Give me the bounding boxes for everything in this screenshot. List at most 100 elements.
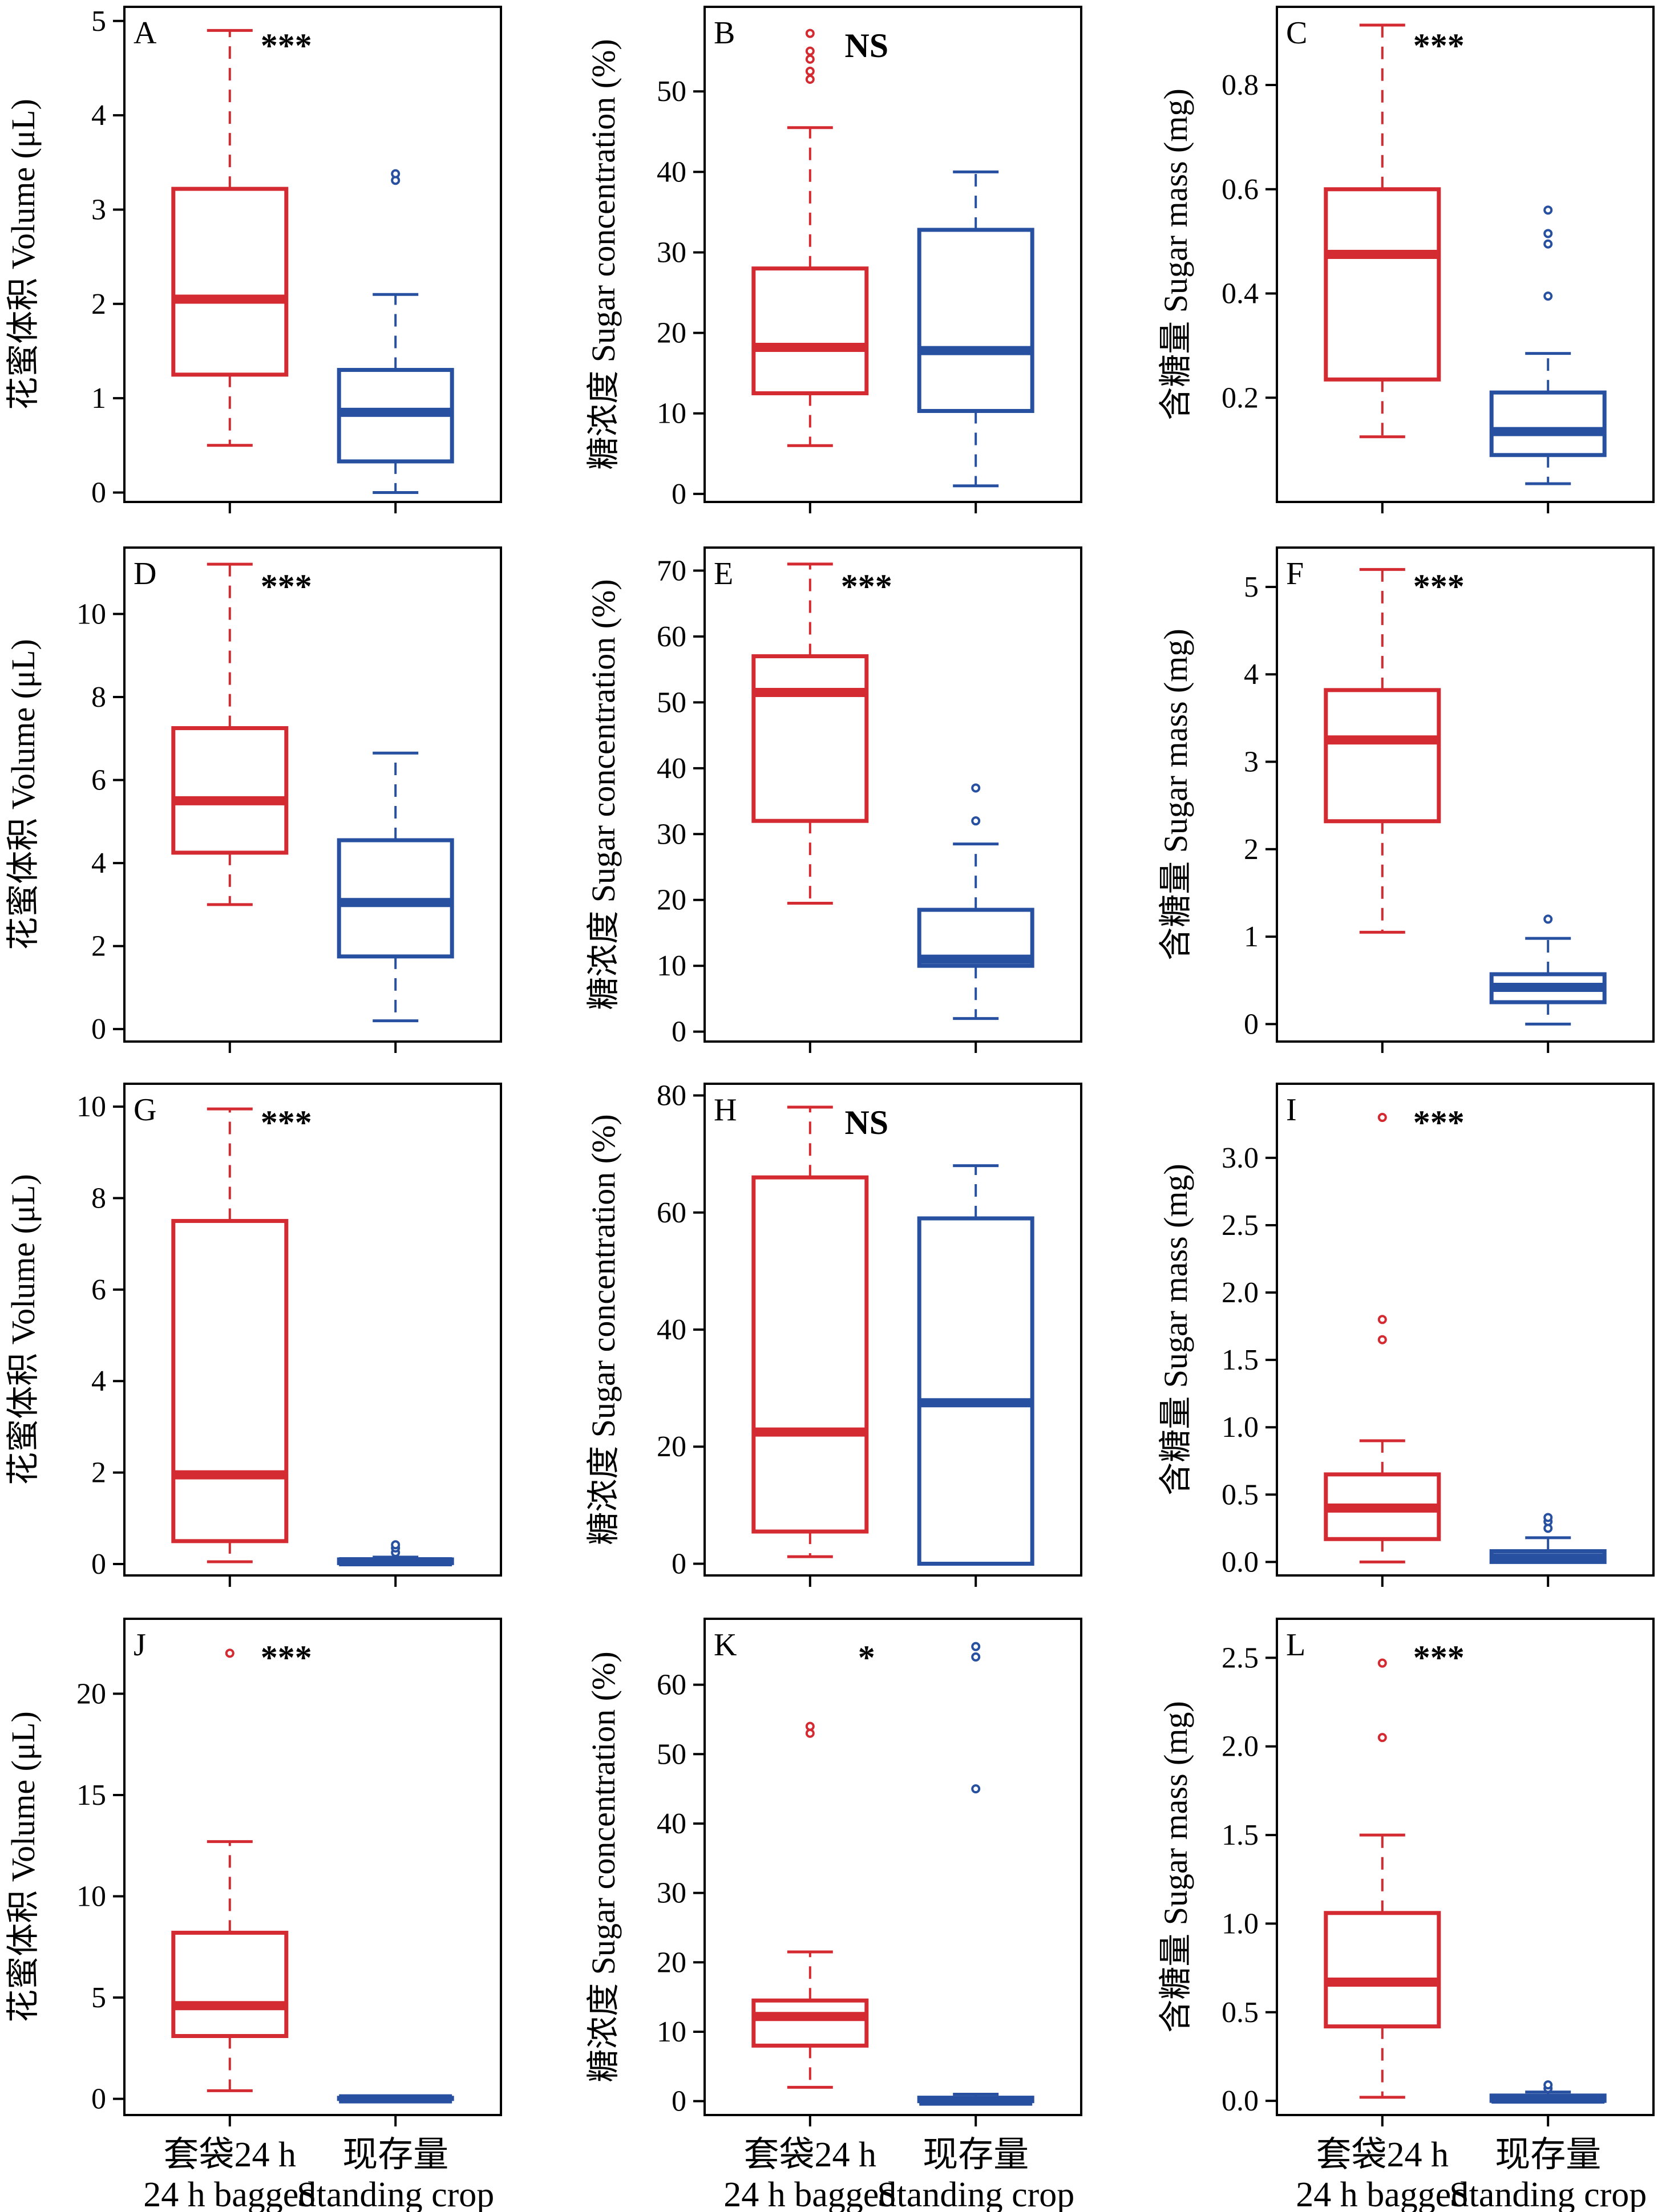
y-tick-label: 3 xyxy=(91,193,106,226)
panel-i: 0.0 0.5 1.0 1.5 2.0 2.5 3.0 含糖量 Sugar mass (mg)… xyxy=(1157,1083,1655,1587)
outlier-point xyxy=(971,1784,981,1794)
panel-h: 0 20 40 60 80 糖浓度 Sugar concentration (%) H NS xyxy=(585,1080,1082,1587)
y-axis-label: 花蜜体积 Volume (μL) xyxy=(5,99,42,410)
y-tick-label: 5 xyxy=(91,1982,106,2014)
panel-letter: E xyxy=(714,556,733,592)
y-tick-label: 1.5 xyxy=(1222,1344,1259,1376)
panel-f: 0 1 2 3 4 5 含糖量 Sugar mass (mg) F *** xyxy=(1157,546,1655,1053)
y-tick-label: 0.2 xyxy=(1222,382,1259,414)
y-tick-label: 40 xyxy=(657,752,686,785)
x-category-label: 套袋24 h xyxy=(744,2136,877,2174)
y-axis-label: 糖浓度 Sugar concentration (%) xyxy=(585,39,622,469)
plot-frame xyxy=(703,546,1082,1043)
y-tick-label: 40 xyxy=(657,156,686,188)
plot-frame xyxy=(123,1618,502,2116)
y-tick-label: 0.0 xyxy=(1222,1546,1259,1578)
iqr-box xyxy=(917,228,1034,414)
outlier-point xyxy=(1543,914,1553,924)
x-category-label: 套袋24 h xyxy=(164,2136,297,2174)
y-tick-label: 1 xyxy=(1244,921,1259,953)
plot-frame xyxy=(703,6,1082,503)
panel-letter: K xyxy=(714,1627,737,1663)
significance-label: *** xyxy=(1413,568,1465,605)
significance-label: *** xyxy=(1413,1104,1465,1141)
iqr-box xyxy=(1489,390,1607,457)
plot-frame xyxy=(1276,1083,1655,1577)
plot-frame xyxy=(123,546,502,1043)
y-tick-label: 0 xyxy=(91,1548,106,1581)
y-tick-label: 40 xyxy=(657,1314,686,1346)
y-axis-label: 含糖量 Sugar mass (mg) xyxy=(1157,1164,1194,1496)
y-tick-label: 8 xyxy=(91,1182,106,1214)
box-bagged xyxy=(751,1105,869,1558)
y-tick-label: 50 xyxy=(657,75,686,108)
significance-label: *** xyxy=(841,568,892,605)
outlier-point xyxy=(1543,205,1553,215)
y-tick-label: 6 xyxy=(91,764,106,797)
y-tick-label: 2.0 xyxy=(1222,1731,1259,1763)
box-standing xyxy=(917,170,1034,488)
y-tick-label: 60 xyxy=(657,1669,686,1701)
iqr-box xyxy=(171,1930,289,2039)
significance-label: *** xyxy=(261,1104,312,1141)
panel-b: 0 10 20 30 40 50 糖浓度 Sugar concentration (%) B N… xyxy=(585,6,1082,513)
y-axis-label: 含糖量 Sugar mass (mg) xyxy=(1157,629,1194,961)
significance-label: *** xyxy=(261,27,312,64)
x-category-label: 现存量 xyxy=(923,2136,1029,2174)
box-standing xyxy=(337,2094,454,2104)
outlier-point xyxy=(1543,291,1553,301)
y-tick-label: 2.5 xyxy=(1222,1642,1259,1674)
y-tick-label: 3.0 xyxy=(1222,1142,1259,1174)
panel-c: 0.2 0.4 0.6 0.8 含糖量 Sugar mass (mg) C *** xyxy=(1157,6,1655,513)
y-tick-label: 10 xyxy=(657,950,686,982)
y-tick-label: 10 xyxy=(76,1091,106,1123)
y-tick-label: 1.5 xyxy=(1222,1819,1259,1852)
outlier-point xyxy=(1377,1658,1387,1668)
y-tick-label: 60 xyxy=(657,1197,686,1229)
y-tick-label: 30 xyxy=(657,1877,686,1910)
x-category-label: 现存量 xyxy=(342,2136,448,2174)
y-tick-label: 50 xyxy=(657,1738,686,1771)
outlier-point xyxy=(391,169,401,179)
y-tick-label: 1.0 xyxy=(1222,1907,1259,1940)
y-tick-label: 20 xyxy=(657,1431,686,1463)
y-axis-label: 花蜜体积 Volume (μL) xyxy=(5,1711,42,2023)
outlier-point xyxy=(225,1648,234,1658)
y-tick-label: 2 xyxy=(91,1457,106,1489)
outlier-point xyxy=(971,783,981,793)
box-standing xyxy=(1489,205,1607,485)
y-tick-label: 2 xyxy=(91,930,106,963)
y-tick-label: 50 xyxy=(657,686,686,719)
y-tick-label: 0.0 xyxy=(1222,2085,1259,2117)
iqr-box xyxy=(751,1998,869,2048)
iqr-box xyxy=(171,726,289,855)
box-bagged xyxy=(171,1107,289,1563)
box-standing xyxy=(337,169,454,494)
y-tick-label: 0 xyxy=(91,476,106,509)
outlier-point xyxy=(1543,239,1553,249)
y-tick-label: 0.4 xyxy=(1222,278,1259,310)
x-category-label: Standing crop xyxy=(1449,2175,1647,2212)
y-tick-label: 2.5 xyxy=(1222,1209,1259,1242)
outlier-point xyxy=(391,1540,401,1550)
box-standing xyxy=(917,1164,1034,1566)
y-tick-label: 10 xyxy=(657,2016,686,2048)
y-axis-label: 花蜜体积 Volume (μL) xyxy=(5,639,42,950)
significance-label: *** xyxy=(261,568,312,605)
iqr-box xyxy=(171,187,289,377)
y-tick-label: 60 xyxy=(657,621,686,653)
y-axis-label: 含糖量 Sugar mass (mg) xyxy=(1157,88,1194,420)
y-tick-label: 4 xyxy=(91,99,106,132)
y-tick-label: 0 xyxy=(91,1013,106,1046)
plot-frame xyxy=(123,1083,502,1577)
iqr-box xyxy=(1324,1911,1441,2029)
panel-letter: D xyxy=(134,556,156,592)
y-tick-label: 10 xyxy=(657,398,686,430)
outlier-point xyxy=(805,66,815,76)
significance-label: NS xyxy=(844,27,888,64)
y-tick-label: 5 xyxy=(1244,571,1259,603)
iqr-box xyxy=(1324,688,1441,824)
outlier-point xyxy=(1377,1315,1387,1324)
